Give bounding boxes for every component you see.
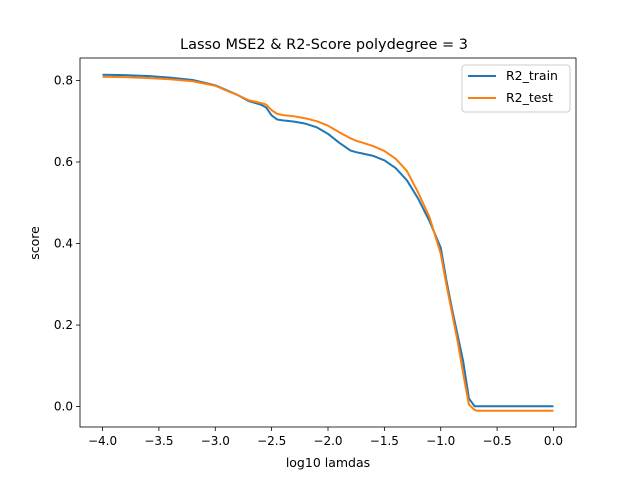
plot-lines [102, 73, 554, 412]
x-tick-label: −4.0 [88, 434, 117, 448]
y-axis: 0.0 0.2 0.4 0.6 0.8 [54, 73, 80, 414]
y-tick-label: 0.0 [54, 400, 73, 414]
x-tick-label: −2.0 [313, 434, 342, 448]
x-tick-label: −0.5 [483, 434, 512, 448]
x-tick-label: 0.0 [544, 434, 563, 448]
y-tick-label: 0.2 [54, 318, 73, 332]
chart-title: Lasso MSE2 & R2-Score polydegree = 3 [180, 37, 468, 53]
series-line-r2-test [102, 75, 554, 412]
legend: R2_train R2_test [461, 64, 571, 113]
legend-label-r2-test: R2_test [506, 90, 553, 105]
y-tick-label: 0.8 [54, 73, 73, 87]
legend-label-r2-train: R2_train [506, 68, 558, 83]
x-tick-label: −3.0 [201, 434, 230, 448]
x-axis: −4.0 −3.5 −3.0 −2.5 −2.0 −1.5 −1.0 −0.5 0.0 [88, 427, 563, 448]
x-axis-label: log10 lamdas [286, 455, 370, 470]
y-tick-label: 0.6 [54, 155, 73, 169]
x-tick-label: −2.5 [257, 434, 286, 448]
x-tick-label: −1.0 [426, 434, 455, 448]
x-tick-label: −3.5 [144, 434, 173, 448]
x-tick-label: −1.5 [370, 434, 399, 448]
y-axis-label: score [27, 226, 42, 260]
y-tick-label: 0.4 [54, 237, 73, 251]
